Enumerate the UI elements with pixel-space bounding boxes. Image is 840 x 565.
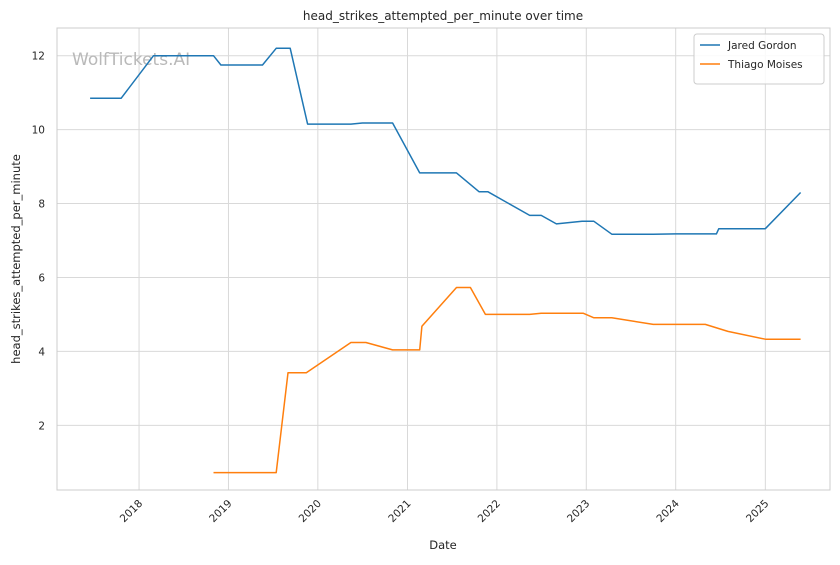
y-tick-labels: 2 4 6 8 10 12 [32,51,46,433]
y-tick-label: 4 [38,346,45,358]
x-axis-label: Date [429,538,457,552]
watermark-text: WolfTickets.AI [72,50,190,70]
series-line [90,47,802,235]
legend-label: Thiago Moises [727,59,803,71]
legend-label: Jared Gordon [727,40,797,52]
y-tick-label: 12 [32,51,45,63]
plot-frame [56,27,831,491]
series-line [213,286,801,474]
chart-title: head_strikes_attempted_per_minute over t… [303,9,583,23]
axes-frame [56,27,831,491]
y-tick-label: 2 [38,420,45,432]
legend: Jared Gordon Thiago Moises [693,33,825,85]
y-axis-label: head_strikes_attempted_per_minute [9,154,23,364]
legend-box [693,33,825,85]
y-tick-label: 6 [38,272,45,284]
y-tick-label: 10 [32,125,45,137]
series-lines [90,47,802,474]
grid [57,28,830,490]
y-tick-label: 8 [38,199,45,211]
